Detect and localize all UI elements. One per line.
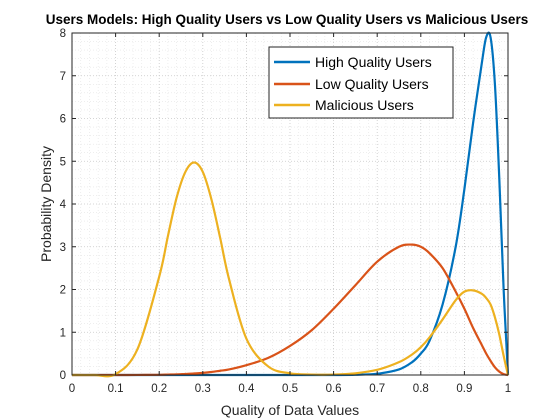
- legend-label-low-quality: Low Quality Users: [315, 76, 429, 92]
- y-tick-label: 1: [60, 327, 66, 339]
- y-tick-label: 3: [60, 242, 66, 254]
- legend-label-high-quality: High Quality Users: [315, 54, 432, 70]
- ticks: [71, 32, 509, 376]
- y-tick-label: 4: [60, 199, 67, 211]
- series-line-low-quality: [72, 243, 509, 377]
- x-tick-label: 0.6: [326, 383, 342, 395]
- x-tick-label: 1: [505, 383, 511, 395]
- y-tick-label: 7: [60, 71, 66, 83]
- x-tick-label: 0.9: [456, 383, 472, 395]
- x-tick-label: 0.1: [108, 383, 124, 395]
- x-axis-label: Quality of Data Values: [221, 402, 359, 418]
- y-tick-labels: 0 1 2 3 4 5 6 7 8: [60, 28, 67, 382]
- x-tick-label: 0.3: [195, 383, 211, 395]
- x-tick-label: 0.7: [369, 383, 385, 395]
- chart-title: Users Models: High Quality Users vs Low …: [46, 12, 528, 27]
- y-axis-label: Probability Density: [38, 146, 54, 262]
- x-tick-label: 0.8: [413, 383, 429, 395]
- y-tick-label: 6: [60, 114, 66, 126]
- y-tick-label: 5: [60, 156, 66, 168]
- x-tick-label: 0.2: [151, 383, 167, 395]
- x-tick-label: 0.5: [282, 383, 298, 395]
- legend-label-malicious: Malicious Users: [315, 97, 414, 113]
- x-tick-label: 0: [69, 383, 75, 395]
- y-tick-label: 0: [60, 370, 66, 382]
- y-tick-label: 2: [60, 285, 66, 297]
- x-tick-label: 0.4: [238, 383, 255, 395]
- x-tick-labels: 0 0.1 0.2 0.3 0.4 0.5 0.6 0.7 0.8 0.9 1: [69, 383, 511, 395]
- y-tick-label: 8: [60, 28, 66, 40]
- legend: High Quality Users Low Quality Users Mal…: [268, 46, 454, 119]
